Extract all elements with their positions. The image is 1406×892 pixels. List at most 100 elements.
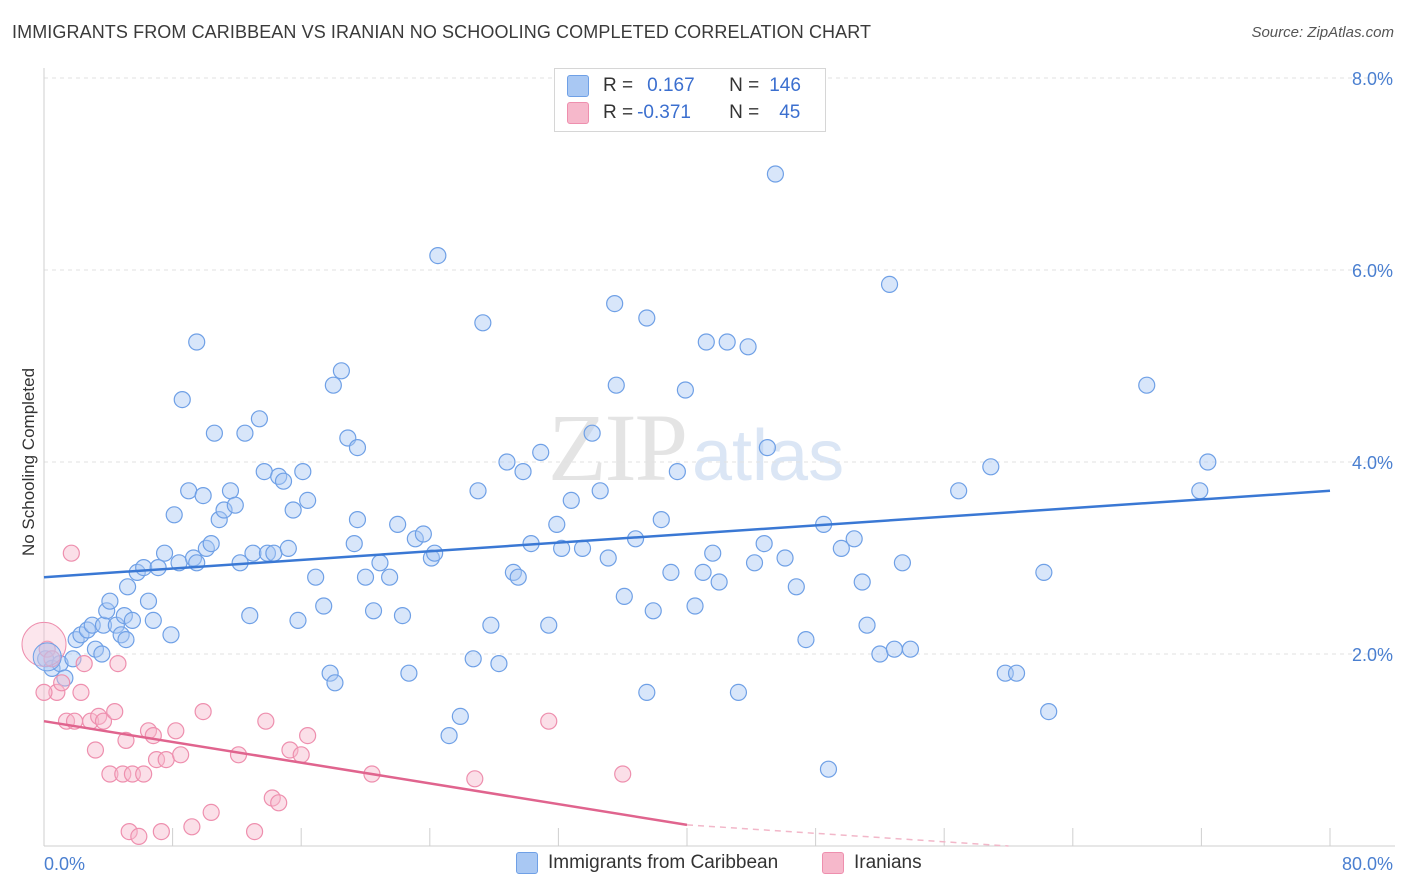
point-caribbean [853, 573, 871, 591]
legend-row-iranians: R = -0.371 N = 45 [567, 100, 800, 126]
point-caribbean [393, 606, 412, 625]
point-caribbean [348, 510, 367, 529]
point-caribbean [638, 309, 656, 327]
point-caribbean [832, 539, 850, 558]
point-iranians [101, 765, 119, 783]
y-tick-label: 4.0% [1352, 453, 1393, 473]
point-caribbean [165, 506, 183, 524]
point-caribbean [279, 539, 297, 558]
point-iranians [167, 722, 185, 740]
point-caribbean [241, 606, 259, 625]
point-caribbean [236, 424, 254, 442]
point-iranians [120, 822, 138, 841]
point-caribbean [139, 592, 158, 610]
point-iranians [109, 654, 127, 673]
point-caribbean [326, 674, 344, 692]
trend-lines [43, 489, 1331, 847]
point-caribbean [787, 578, 805, 596]
point-caribbean [1007, 664, 1026, 682]
point-iranians [86, 741, 105, 759]
point-caribbean [118, 578, 137, 596]
point-caribbean [451, 707, 469, 726]
point-iranians [135, 765, 153, 783]
point-iranians [90, 707, 108, 726]
point-iranians [75, 654, 93, 673]
bottom-legend-label: Immigrants from Caribbean [548, 852, 779, 873]
point-caribbean [615, 587, 633, 606]
point-caribbean [265, 544, 283, 562]
bottom-legend-iranians: Iranians [822, 852, 922, 874]
point-caribbean [180, 482, 198, 500]
point-caribbean [244, 544, 262, 562]
point-caribbean [64, 650, 82, 668]
point-caribbean [381, 568, 399, 586]
trend-line-iranians [43, 719, 688, 827]
y-tick-label: 2.0% [1352, 645, 1393, 665]
point-caribbean [490, 654, 508, 673]
point-caribbean [758, 439, 776, 457]
point-caribbean [607, 376, 625, 394]
point-caribbean [540, 616, 558, 634]
point-caribbean [429, 247, 447, 265]
legend-n-value: 146 [769, 75, 801, 96]
point-caribbean [221, 482, 240, 500]
legend-r-label: R = [603, 102, 634, 123]
point-caribbean [776, 549, 794, 567]
point-caribbean [270, 467, 288, 485]
point-caribbean [766, 165, 785, 183]
point-caribbean [93, 645, 111, 663]
point-iranians [540, 712, 558, 730]
y-tick-label: 6.0% [1352, 261, 1393, 281]
point-caribbean [32, 642, 62, 672]
point-caribbean [982, 458, 1000, 476]
point-caribbean [371, 554, 389, 572]
point-caribbean [819, 760, 838, 778]
point-iranians [257, 712, 275, 730]
point-caribbean [144, 611, 162, 630]
point-caribbean [880, 275, 899, 293]
point-caribbean [348, 439, 367, 457]
point-caribbean [162, 626, 180, 644]
point-caribbean [676, 381, 694, 399]
point-caribbean [739, 338, 757, 356]
point-caribbean [662, 563, 680, 582]
point-caribbean [202, 534, 220, 553]
legend-swatch-caribbean [567, 75, 589, 97]
point-iranians [72, 683, 90, 702]
point-caribbean [255, 463, 273, 481]
point-caribbean [573, 539, 592, 558]
point-caribbean [56, 669, 74, 687]
source-label: Source: ZipAtlas.com [1251, 24, 1394, 41]
point-iranians [152, 822, 170, 841]
x-tick-label: 80.0% [1342, 854, 1393, 874]
legend-row-caribbean: R = 0.167 N = 146 [567, 73, 801, 99]
point-iranians [62, 544, 80, 562]
point-caribbean [797, 630, 815, 649]
point-caribbean [67, 630, 85, 649]
point-caribbean [315, 597, 333, 615]
x-tick-label: 0.0% [44, 854, 85, 874]
point-caribbean [294, 463, 312, 481]
point-iranians [48, 683, 66, 702]
point-caribbean [871, 645, 889, 663]
point-caribbean [112, 626, 130, 644]
point-caribbean [406, 530, 424, 548]
point-caribbean [324, 376, 342, 394]
point-caribbean [98, 602, 116, 620]
point-caribbean [364, 602, 383, 620]
point-caribbean [250, 410, 269, 428]
point-caribbean [469, 482, 487, 500]
point-caribbean [482, 616, 500, 634]
trend-line-iranians-extension [686, 824, 1009, 847]
point-iranians [183, 818, 201, 836]
point-iranians [117, 731, 135, 750]
point-caribbean [205, 424, 223, 442]
point-caribbean [686, 597, 704, 615]
point-iranians [38, 640, 56, 658]
point-caribbean [299, 491, 317, 509]
point-caribbean [389, 515, 407, 534]
point-caribbean [1138, 376, 1156, 394]
point-caribbean [718, 333, 736, 351]
point-caribbean [745, 554, 764, 572]
